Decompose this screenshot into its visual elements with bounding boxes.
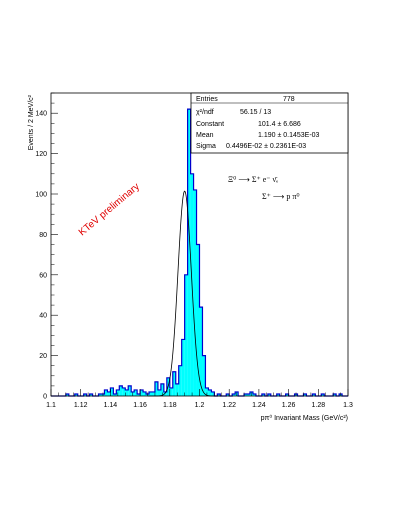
x-tick-label: 1.22 xyxy=(222,402,236,409)
histogram-bar xyxy=(172,371,176,396)
stats-value-chi2: 56.15 / 13 xyxy=(240,109,271,116)
histogram-bar xyxy=(244,393,248,396)
histogram-bar xyxy=(202,355,206,396)
x-tick-label: 1.18 xyxy=(163,402,177,409)
x-tick-label: 1.1 xyxy=(46,402,56,409)
reaction-line-1: Ξ⁰ ⟶ Σ⁺ e⁻ ν̄ₑ xyxy=(228,175,278,184)
stats-label-sigma: Sigma xyxy=(196,143,216,150)
histogram-bar xyxy=(226,393,230,396)
histogram-bar xyxy=(178,365,182,396)
stats-label-mean: Mean xyxy=(196,132,214,139)
histogram-bar xyxy=(211,391,215,396)
histogram-bar xyxy=(140,389,144,396)
histogram-bar xyxy=(160,383,164,396)
x-axis-label: pπ⁰ Invariant Mass (GeV/c²) xyxy=(261,414,348,422)
histogram-bar xyxy=(143,391,147,396)
histogram-bar xyxy=(151,391,155,396)
histogram-bar xyxy=(205,387,209,396)
histogram-bar xyxy=(333,393,337,396)
histogram-bar xyxy=(83,393,87,396)
histogram-bar xyxy=(276,393,280,396)
x-tick-label: 1.26 xyxy=(282,402,296,409)
histogram-bar xyxy=(104,389,108,396)
histogram-bar xyxy=(74,393,78,396)
histogram-bar xyxy=(119,385,123,396)
stats-value-constant: 101.4 ± 6.686 xyxy=(258,121,301,128)
x-tick-label: 1.24 xyxy=(252,402,266,409)
histogram-bar xyxy=(125,389,129,396)
histogram-bar xyxy=(187,109,191,396)
histogram-bar xyxy=(110,387,114,396)
histogram-bar xyxy=(193,189,197,396)
stats-value-mean: 1.190 ± 0.1453E-03 xyxy=(258,132,320,139)
y-tick-label: 100 xyxy=(35,192,47,199)
histogram-bar xyxy=(247,393,250,396)
y-tick-label: 40 xyxy=(39,313,47,320)
y-tick-label: 120 xyxy=(35,151,47,158)
histogram-bar xyxy=(163,391,167,396)
histogram-bar xyxy=(113,393,117,396)
stats-value-entries: 778 xyxy=(283,96,295,103)
y-tick-label: 20 xyxy=(39,353,47,360)
y-tick-label: 80 xyxy=(39,232,47,239)
histogram-bar xyxy=(199,307,203,396)
histogram-bar xyxy=(303,393,307,396)
histogram-bar xyxy=(321,393,325,396)
x-tick-label: 1.16 xyxy=(133,402,147,409)
histogram-bar xyxy=(122,387,126,396)
reaction-line-2: Σ⁺ ⟶ p π⁰ xyxy=(262,192,300,201)
x-tick-label: 1.2 xyxy=(195,402,205,409)
stats-value-sigma: 0.4496E-02 ± 0.2361E-03 xyxy=(226,143,306,150)
watermark-label: KTeV preliminary xyxy=(77,181,142,238)
histogram-outline xyxy=(51,108,348,397)
y-axis-label: Events / 2 MeV/c² xyxy=(28,94,35,150)
histogram-bar xyxy=(107,391,111,396)
axes: 1.1 1.12 1.14 1.16 1.18 1.2 1.22 1.24 1.26 1.28 1.… xyxy=(35,92,353,409)
x-tick-label: 1.3 xyxy=(343,402,353,409)
histogram-bar xyxy=(181,339,185,396)
x-tick-label: 1.12 xyxy=(74,402,88,409)
stats-label-chi2: χ²/ndf xyxy=(196,109,214,116)
histogram-bar xyxy=(196,244,200,396)
y-tick-label: 60 xyxy=(39,272,47,279)
histogram-bar xyxy=(285,393,289,396)
histogram-bar xyxy=(169,387,173,396)
histogram-bar xyxy=(217,393,221,396)
histogram-bar xyxy=(98,393,102,396)
y-tick-label: 140 xyxy=(35,111,47,118)
histogram-bar xyxy=(312,393,316,396)
histogram-bar xyxy=(261,393,265,396)
histogram-bar xyxy=(232,393,236,396)
histogram-bar xyxy=(65,393,69,396)
histogram-bar xyxy=(184,274,188,396)
histogram-bar xyxy=(137,393,141,396)
histogram-bar xyxy=(157,389,161,396)
stats-box: Entries 778 χ²/ndf 56.15 / 13 Constant 1… xyxy=(190,92,349,154)
histogram-bar xyxy=(128,385,132,396)
stats-label-constant: Constant xyxy=(196,121,224,128)
histogram-bar xyxy=(208,389,212,396)
histogram-bar xyxy=(154,381,158,396)
histogram-bar xyxy=(175,383,179,396)
histogram-bar xyxy=(267,393,271,396)
histogram-bar xyxy=(134,389,138,396)
histogram-bar xyxy=(252,393,256,396)
y-tick-label: 0 xyxy=(43,394,47,401)
histogram-bar xyxy=(89,393,93,396)
x-tick-label: 1.28 xyxy=(311,402,325,409)
histogram-bar xyxy=(149,391,152,396)
stats-label-entries: Entries xyxy=(196,96,218,103)
x-tick-label: 1.14 xyxy=(104,402,118,409)
